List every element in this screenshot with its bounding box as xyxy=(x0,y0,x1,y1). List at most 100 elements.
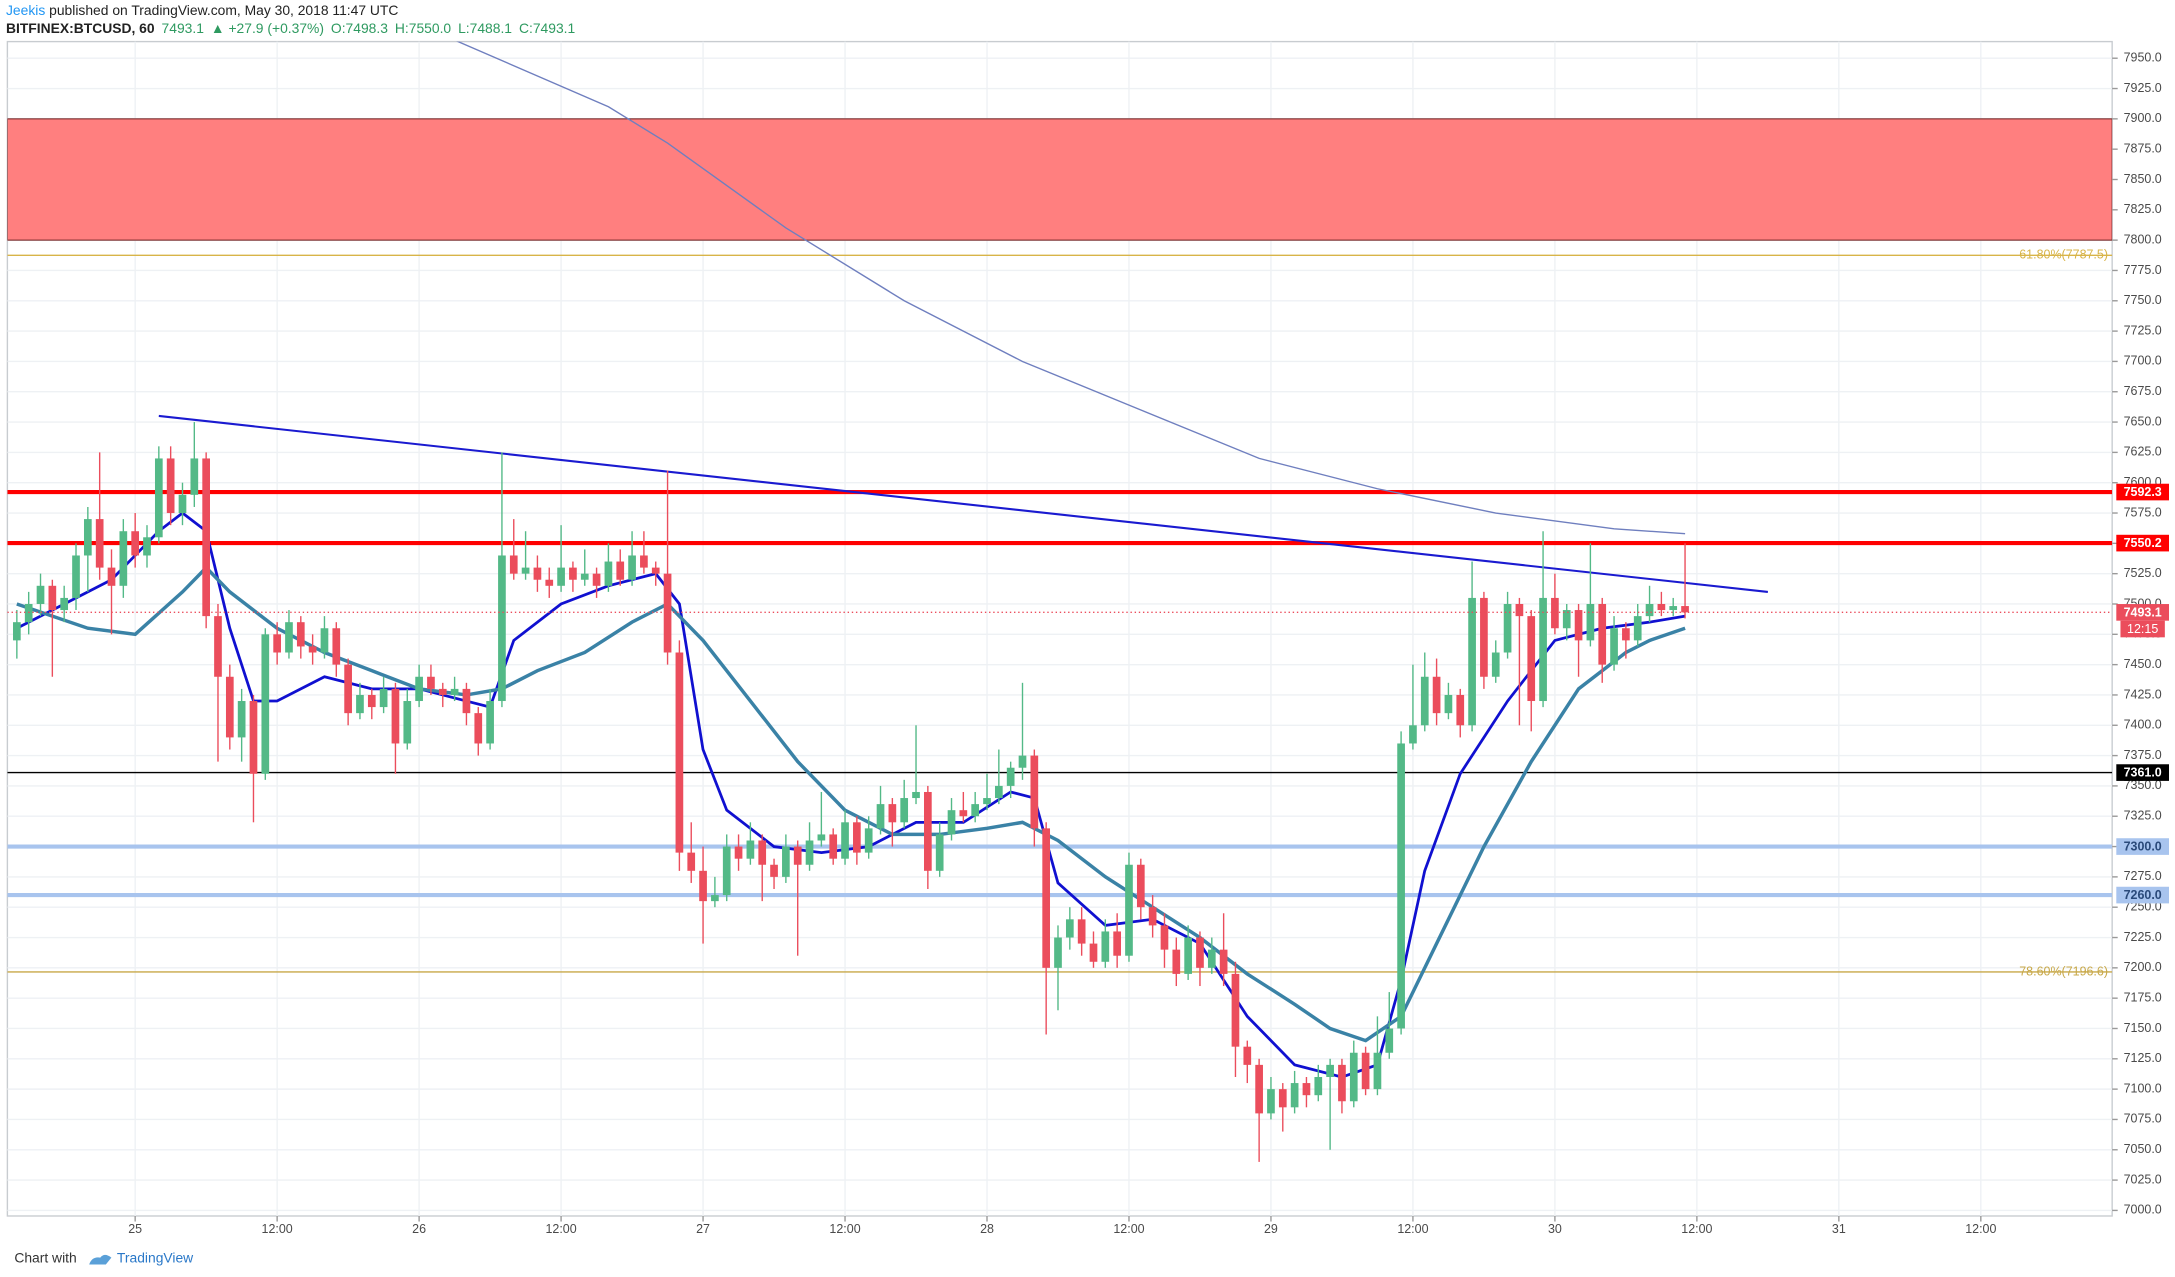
last-price-label: 7493.1 xyxy=(2124,605,2162,619)
candle-body xyxy=(545,579,554,586)
candle-body xyxy=(805,840,814,865)
candle-body xyxy=(154,458,163,538)
candle-body xyxy=(983,798,991,805)
y-tick-label: 7750.0 xyxy=(2124,293,2162,307)
candle-body xyxy=(651,567,660,574)
candle-body xyxy=(1338,1064,1346,1102)
candle-body xyxy=(13,622,21,641)
candle-body xyxy=(48,585,57,611)
candle-body xyxy=(1480,597,1488,677)
y-tick-label: 7075.0 xyxy=(2124,1112,2162,1126)
candle-body xyxy=(1255,1064,1263,1114)
candle-body xyxy=(83,519,92,556)
x-tick-label: 12:00 xyxy=(1397,1222,1428,1236)
x-tick-label: 12:00 xyxy=(1113,1222,1144,1236)
x-tick-label: 27 xyxy=(696,1222,710,1236)
y-tick-label: 7350.0 xyxy=(2124,778,2162,792)
candle-body xyxy=(107,567,116,586)
candle-body xyxy=(131,531,140,556)
symbol-line: BITFINEX:BTCUSD, 60 7493.1 ▲ +27.9 (+0.37%… xyxy=(6,20,575,36)
y-tick-label: 7100.0 xyxy=(2124,1081,2162,1095)
candle-body xyxy=(1397,743,1405,1029)
price-line-label: 7550.2 xyxy=(2124,536,2162,550)
candle-body xyxy=(1160,925,1169,950)
x-tick-label: 25 xyxy=(128,1222,142,1236)
candle-body xyxy=(450,688,459,695)
candle-body xyxy=(95,519,104,568)
symbol: BITFINEX:BTCUSD, 60 xyxy=(6,20,155,36)
publish-line: Jeekis published on TradingView.com, May… xyxy=(6,2,398,18)
candle-body xyxy=(1633,616,1642,641)
candle-body xyxy=(36,585,45,604)
y-tick-label: 7900.0 xyxy=(2124,111,2162,125)
candle-body xyxy=(249,701,258,774)
candle-body xyxy=(734,846,743,859)
candle-body xyxy=(1503,603,1512,653)
candle-body xyxy=(1207,949,1216,968)
candle-body xyxy=(1030,755,1039,829)
candle-body xyxy=(888,804,897,823)
candle-body xyxy=(24,603,33,623)
x-tick-label: 12:00 xyxy=(262,1222,293,1236)
candle-body xyxy=(675,652,684,853)
candle-body xyxy=(711,895,719,902)
plot xyxy=(7,41,2113,1216)
candle-body xyxy=(628,555,636,580)
y-tick-label: 7650.0 xyxy=(2124,414,2162,428)
price-line-label: 7592.3 xyxy=(2124,485,2162,499)
y-tick-label: 7450.0 xyxy=(2124,657,2162,671)
candle-body xyxy=(616,561,625,580)
y-tick-label: 7225.0 xyxy=(2124,930,2162,944)
plot-frame xyxy=(6,40,2113,1217)
candle-body xyxy=(285,622,293,653)
candle-body xyxy=(971,804,980,817)
y-tick-label: 7625.0 xyxy=(2124,445,2162,459)
candle-body xyxy=(202,458,210,617)
candle-body xyxy=(143,537,151,556)
candle-body xyxy=(924,791,932,871)
candle-body xyxy=(1278,1089,1287,1108)
candle-body xyxy=(1420,676,1429,726)
y-tick-label: 7775.0 xyxy=(2124,263,2162,277)
change: ▲ +27.9 (+0.37%) xyxy=(211,20,324,36)
candle-body xyxy=(817,834,826,841)
trend-line xyxy=(158,414,1768,593)
candle-body xyxy=(722,846,731,896)
candle-body xyxy=(415,676,423,702)
candle-body xyxy=(1491,652,1500,677)
candle-body xyxy=(1302,1083,1311,1096)
candle-body xyxy=(379,688,388,708)
candle-body xyxy=(1219,949,1228,974)
price-line-label: 7361.0 xyxy=(2124,766,2162,780)
x-tick-label: 29 xyxy=(1264,1222,1278,1236)
candle-body xyxy=(1065,919,1074,938)
candle-body xyxy=(332,628,341,665)
y-tick-label: 7575.0 xyxy=(2124,505,2162,519)
candle-body xyxy=(1077,919,1086,944)
y-tick-label: 7000.0 xyxy=(2124,1203,2162,1217)
price-line-label: 7260.0 xyxy=(2124,888,2162,902)
candle-body xyxy=(1562,610,1571,629)
candle-body xyxy=(1042,828,1051,968)
candle-body xyxy=(308,646,317,653)
candle-body xyxy=(1444,694,1453,714)
x-tick-label: 30 xyxy=(1548,1222,1562,1236)
candle-body xyxy=(994,785,1003,799)
candle-body xyxy=(687,852,696,871)
candle-body xyxy=(663,573,672,653)
candle-body xyxy=(959,810,968,817)
footer-brand[interactable]: TradingView xyxy=(117,1250,194,1266)
y-tick-label: 7800.0 xyxy=(2124,232,2162,246)
author[interactable]: Jeekis xyxy=(6,2,45,18)
x-tick-label: 12:00 xyxy=(545,1222,576,1236)
candle-body xyxy=(1610,628,1618,665)
y-tick-label: 7525.0 xyxy=(2124,566,2162,580)
candle-body xyxy=(60,597,69,611)
footer-prefix: Chart with xyxy=(14,1250,76,1266)
fib-label: 61.80%(7787.5) xyxy=(2019,248,2108,262)
candle-body xyxy=(1598,603,1607,665)
x-tick-label: 28 xyxy=(980,1222,994,1236)
candle-body xyxy=(1385,1028,1394,1053)
candle-body xyxy=(900,798,909,823)
